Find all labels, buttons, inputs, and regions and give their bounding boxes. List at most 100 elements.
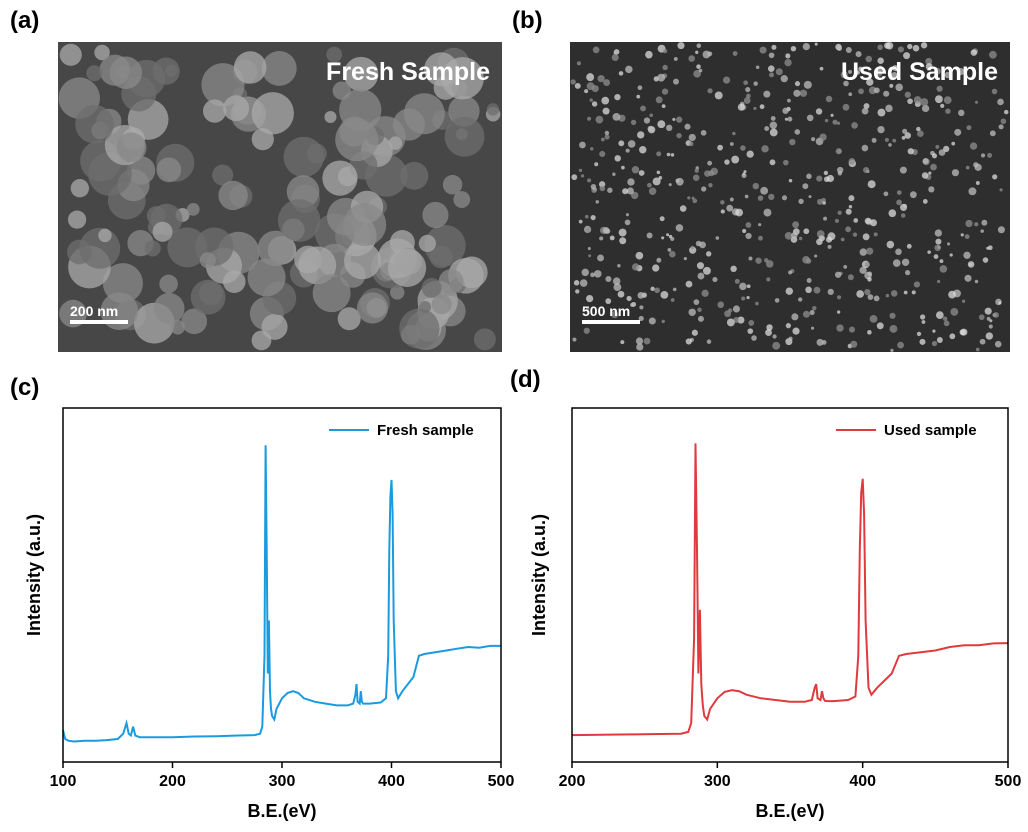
sem-texture	[811, 137, 816, 142]
sem-texture	[758, 235, 763, 241]
sem-texture	[907, 43, 913, 50]
sem-texture	[765, 260, 774, 268]
sem-texture	[571, 174, 578, 181]
sem-texture	[848, 158, 856, 165]
sem-texture	[646, 232, 653, 239]
sem-texture	[993, 312, 999, 318]
sem-texture	[946, 242, 951, 246]
sem-texture	[661, 88, 669, 95]
sem-texture	[803, 80, 812, 89]
sem-texture	[698, 68, 703, 73]
sem-texture	[699, 241, 706, 249]
y-axis-label: Intensity (a.u.)	[529, 514, 549, 636]
sem-texture	[75, 104, 114, 144]
sem-texture	[904, 132, 912, 139]
sem-texture	[599, 185, 606, 192]
x-tick-label: 300	[269, 773, 296, 790]
sem-texture	[847, 274, 854, 281]
sem-texture	[902, 128, 908, 134]
sem-texture	[766, 324, 773, 331]
sem-texture	[590, 183, 597, 190]
sem-texture	[970, 49, 978, 56]
sem-texture	[988, 324, 993, 329]
sem-texture	[640, 105, 646, 112]
sem-texture	[595, 200, 599, 204]
sem-texture	[715, 236, 720, 240]
sem-texture	[785, 53, 791, 59]
sem-texture	[441, 57, 484, 100]
sem-texture	[904, 91, 911, 98]
sem-texture	[784, 231, 793, 240]
sem-texture	[712, 277, 718, 283]
sem-texture	[790, 45, 797, 52]
sem-texture	[861, 144, 869, 152]
sem-texture	[624, 219, 631, 226]
sem-texture	[335, 118, 379, 162]
sem-texture	[625, 65, 633, 74]
sem-texture	[745, 86, 751, 93]
sem-texture	[685, 280, 693, 288]
sem-texture	[687, 196, 691, 200]
sem-texture	[745, 222, 752, 228]
sem-texture	[1003, 109, 1009, 115]
sem-texture	[666, 233, 670, 237]
sem-texture	[672, 287, 677, 292]
sem-texture	[925, 57, 933, 65]
sem-texture	[935, 238, 942, 245]
sem-texture	[884, 42, 891, 49]
sem-texture	[726, 318, 735, 327]
sem-texture	[771, 44, 777, 50]
sem-texture	[783, 159, 789, 166]
sem-texture	[700, 129, 707, 136]
sem-texture	[655, 96, 663, 104]
sem-texture	[876, 322, 884, 330]
sem-texture	[579, 141, 586, 149]
sem-texture	[740, 145, 746, 151]
sem-texture	[611, 53, 619, 62]
sem-texture	[934, 95, 943, 104]
sem-texture	[823, 216, 828, 221]
sem-texture	[866, 78, 874, 86]
sem-texture	[834, 218, 839, 223]
sem-texture	[652, 177, 661, 186]
sem-texture	[741, 173, 747, 179]
sem-texture	[916, 126, 921, 132]
sem-texture	[581, 268, 589, 277]
sem-texture	[585, 306, 590, 311]
sem-texture	[763, 258, 769, 263]
sem-texture	[576, 61, 581, 66]
sem-texture	[917, 130, 924, 137]
sem-texture	[769, 159, 776, 166]
sem-texture	[888, 143, 892, 147]
sem-texture	[701, 289, 709, 297]
sem-texture	[617, 264, 621, 268]
sem-texture	[94, 44, 110, 61]
scale-label: 200 nm	[70, 303, 118, 319]
sem-texture	[356, 292, 389, 324]
sem-texture	[635, 337, 644, 345]
sem-texture	[707, 88, 713, 94]
sem-texture	[705, 251, 712, 257]
sem-texture	[202, 99, 227, 123]
panel-label: (d)	[510, 366, 541, 393]
sem-texture	[708, 182, 713, 188]
sem-texture	[744, 194, 749, 199]
sem-texture	[855, 70, 860, 75]
sem-texture	[775, 68, 783, 76]
sem-texture	[587, 116, 592, 121]
sem-texture	[597, 254, 605, 262]
sem-texture	[840, 71, 848, 79]
sem-texture	[793, 89, 801, 97]
sem-texture	[638, 315, 644, 322]
sem-texture	[861, 107, 869, 115]
sem-texture	[873, 87, 880, 94]
sem-texture	[661, 236, 665, 240]
sem-texture	[753, 106, 757, 111]
sem-texture	[630, 302, 635, 308]
sem-texture	[840, 237, 845, 242]
sem-image	[58, 42, 502, 352]
sem-texture	[591, 85, 599, 93]
sem-texture	[816, 338, 824, 346]
sem-texture	[743, 80, 749, 86]
sem-texture	[743, 97, 751, 104]
